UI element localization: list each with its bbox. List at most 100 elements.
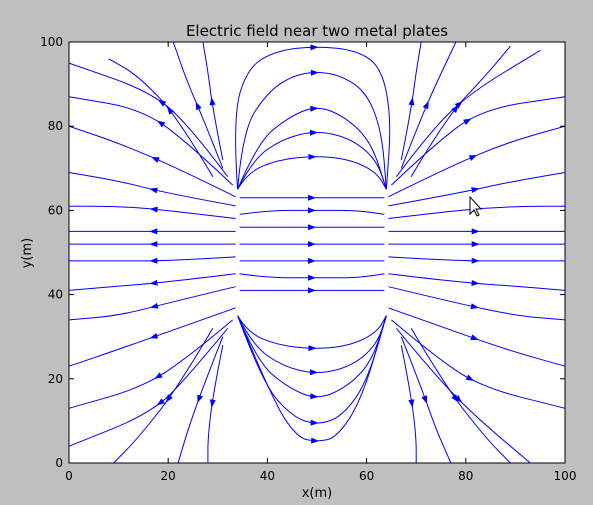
x-tick-label-5: 100 — [554, 469, 577, 483]
streamline-22 — [68, 172, 238, 207]
streamline-arrow-48 — [454, 394, 462, 403]
x-tick-label-4: 80 — [458, 469, 473, 483]
streamline-arrow-13 — [309, 369, 319, 376]
streamline-8 — [237, 132, 387, 190]
plates-layer — [235, 189, 389, 316]
streamline-arrow-8 — [309, 129, 318, 136]
streamline-46 — [391, 319, 566, 409]
streamline-41 — [386, 172, 566, 207]
streamline-arrow-32 — [209, 97, 216, 106]
streamline-1 — [237, 209, 387, 216]
streamline-21 — [68, 273, 238, 291]
streamline-arrow-30 — [195, 101, 202, 111]
streamline-arrow-35 — [165, 394, 173, 403]
streamline-arrow-16 — [311, 437, 320, 444]
streamline-34 — [108, 58, 214, 177]
streamline-arrow-37 — [471, 228, 480, 235]
x-tick-label-3: 60 — [359, 469, 374, 483]
streamline-arrow-51 — [408, 97, 415, 106]
y-tick-label-4: 80 — [48, 119, 63, 133]
streamline-23 — [68, 285, 238, 321]
streamline-arrow-23 — [150, 302, 159, 309]
streamline-arrow-19 — [149, 257, 158, 264]
streamline-arrow-21 — [149, 279, 158, 286]
streamline-39 — [386, 205, 565, 220]
streamline-arrow-45 — [463, 118, 472, 125]
streamline-51 — [400, 41, 422, 160]
streamline-27 — [68, 319, 234, 409]
streamline-19 — [69, 256, 238, 262]
chart-title: Electric field near two metal plates — [186, 22, 448, 40]
x-tick-label-0: 0 — [65, 469, 73, 483]
streamline-arrow-24 — [151, 156, 160, 163]
streamline-arrow-9 — [310, 105, 319, 112]
streamline-arrow-38 — [471, 257, 480, 264]
streamline-arrow-31 — [197, 394, 203, 404]
streamline-arrow-2 — [308, 224, 316, 231]
streamline-arrow-53 — [451, 104, 459, 113]
streamline-arrow-0 — [308, 194, 316, 201]
streamline-33 — [207, 345, 224, 463]
streamline-arrow-54 — [451, 394, 459, 403]
streamline-arrow-42 — [470, 303, 479, 310]
streamline-arrow-20 — [149, 206, 158, 213]
streamline-arrow-6 — [308, 287, 316, 294]
streamline-arrow-44 — [470, 334, 479, 341]
streamline-arrow-12 — [308, 345, 317, 352]
streamline-arrow-50 — [421, 395, 428, 404]
streamline-arrow-18 — [149, 228, 158, 235]
y-tick-label-3: 60 — [48, 203, 63, 217]
streamline-arrow-15 — [310, 419, 319, 426]
x-tick-label-2: 40 — [260, 469, 275, 483]
streamline-47 — [395, 49, 541, 177]
streamline-arrow-46 — [465, 374, 475, 381]
streamline-31 — [177, 336, 224, 464]
streamline-arrow-36 — [471, 241, 480, 248]
streamline-53 — [410, 45, 511, 177]
streamline-arrow-14 — [310, 393, 319, 400]
streamline-arrow-40 — [471, 279, 480, 286]
x-axis-label: x(m) — [302, 486, 333, 501]
y-tick-label-5: 100 — [40, 35, 63, 49]
x-tick-label-1: 20 — [161, 469, 176, 483]
y-tick-label-2: 40 — [48, 288, 63, 302]
streamline-24 — [68, 125, 238, 199]
streamlines-layer — [68, 41, 566, 464]
streamline-arrow-11 — [310, 44, 319, 51]
streamline-arrow-4 — [308, 257, 316, 264]
streamline-50 — [400, 336, 452, 464]
streamline-arrow-3 — [308, 241, 316, 248]
streamline-26 — [68, 96, 234, 186]
streamline-35 — [113, 328, 214, 464]
streamline-52 — [400, 345, 417, 463]
streamline-45 — [391, 96, 566, 186]
streamline-arrow-34 — [166, 106, 175, 115]
streamline-arrow-29 — [156, 398, 165, 406]
streamline-arrow-25 — [149, 332, 159, 339]
streamline-arrow-33 — [209, 399, 216, 408]
streamline-arrow-26 — [156, 120, 166, 128]
streamline-arrow-22 — [149, 187, 158, 194]
streamline-arrow-1 — [308, 207, 316, 214]
streamline-30 — [172, 41, 224, 169]
streamline-12 — [237, 315, 387, 349]
streamline-arrow-7 — [308, 153, 317, 160]
streamline-20 — [69, 205, 238, 220]
streamline-arrow-28 — [158, 99, 167, 107]
streamline-54 — [410, 328, 511, 464]
streamline-13 — [237, 315, 387, 373]
streamline-25 — [68, 306, 238, 367]
streamline-42 — [386, 285, 566, 321]
streamline-arrow-49 — [422, 100, 429, 110]
y-tick-label-1: 20 — [48, 372, 63, 386]
streamline-7 — [237, 156, 387, 190]
streamline-arrow-52 — [408, 399, 415, 408]
streamline-arrow-10 — [310, 69, 319, 76]
axis-ticks: 0 20 40 60 80 100 0 20 40 60 80 100 — [40, 35, 576, 483]
streamline-arrow-43 — [468, 155, 478, 161]
streamline-arrow-5 — [308, 274, 316, 281]
streamline-32 — [202, 41, 224, 160]
y-tick-label-0: 0 — [55, 456, 63, 470]
plot-area — [68, 41, 566, 464]
